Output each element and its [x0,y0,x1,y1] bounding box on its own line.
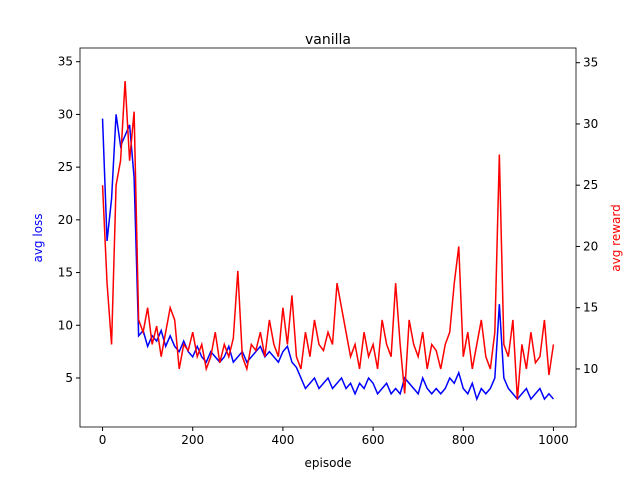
y2-axis-label: avg reward [609,204,623,271]
y-tick-label: 5 [65,371,73,385]
x-tick-label: 400 [271,433,294,447]
x-tick-label: 200 [181,433,204,447]
y2-tick-label: 30 [583,117,598,131]
y-tick-label: 35 [58,55,73,69]
y-tick-label: 15 [58,266,73,280]
x-tick-label: 800 [452,433,475,447]
plot-frame [79,47,577,428]
line [101,81,555,400]
y2-tick-label: 15 [583,301,598,315]
x-axis-label: episode [305,456,352,470]
y-tick-label: 25 [58,160,73,174]
y-axis-label: avg loss [31,213,45,262]
y2-tick-label: 25 [583,178,598,192]
y2-tick-label: 20 [583,239,598,253]
y-tick-label: 20 [58,213,73,227]
y2-tick-label: 35 [583,56,598,70]
y-tick-label: 30 [58,107,73,121]
y-tick-label: 10 [58,318,73,332]
x-tick-label: 600 [362,433,385,447]
y2-tick-label: 10 [583,362,598,376]
x-tick-label: 0 [99,433,107,447]
chart-title: vanilla [305,32,351,48]
x-tick-label: 1000 [538,433,569,447]
